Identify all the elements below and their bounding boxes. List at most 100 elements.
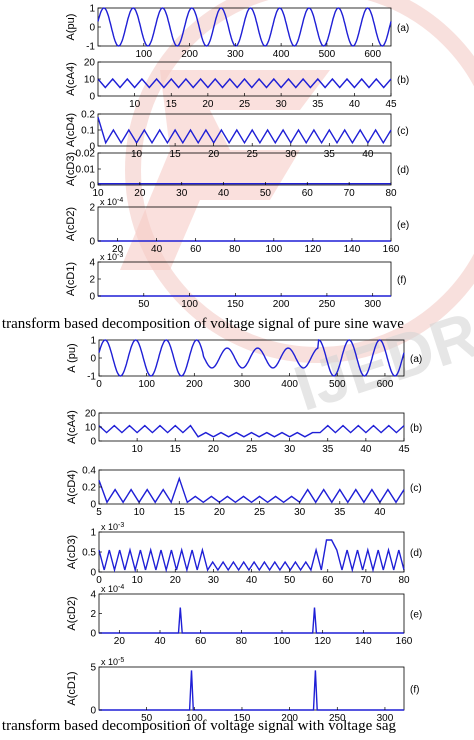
panel-tag: (f)	[410, 685, 419, 696]
x-tick-label: 50	[284, 575, 296, 586]
x-tick-label: 45	[398, 444, 410, 455]
x-tick-label: 80	[236, 636, 248, 647]
x-tick-label: 160	[383, 244, 400, 255]
x-tick-label: 20	[170, 575, 182, 586]
chart-panel: 20 40 60 80 100 120 140 160 0 2 4 x 10-4 A(cD2) (e)	[66, 584, 422, 647]
y-axis-label: A(cD1)	[65, 262, 77, 296]
chart-panel: 10 15 20 25 30 35 40 45 0 10 20 A(cA4) (b)	[65, 58, 409, 111]
x-tick-label: 70	[360, 575, 372, 586]
y-tick-label: 20	[84, 58, 96, 69]
axes-frame	[97, 7, 392, 47]
y-axis-label: A(cD2)	[65, 207, 77, 241]
x-tick-label: 30	[294, 507, 306, 518]
y-tick-label: 0	[89, 142, 95, 153]
y-tick-label: 0	[90, 706, 96, 717]
axes-frame	[98, 666, 405, 711]
y-axis-label: A(cD3)	[65, 152, 77, 186]
x-tick-label: 40	[349, 99, 361, 110]
y-exponent-label: x 10-4	[100, 197, 123, 207]
x-tick-label: 15	[170, 444, 182, 455]
watermark-mark	[120, 70, 330, 270]
panel-tag: (b)	[410, 423, 422, 434]
x-tick-label: 200	[281, 713, 298, 724]
y-tick-label: 20	[85, 409, 97, 420]
x-tick-label: 200	[186, 379, 203, 390]
x-tick-label: 300	[234, 379, 251, 390]
y-tick-label: 2	[90, 609, 96, 620]
x-tick-label: 5	[96, 507, 102, 518]
y-tick-label: 0	[89, 292, 95, 303]
chart-panel: 50 100 150 200 250 300 0 5 x 10-5 A(cD1) (f)	[66, 657, 419, 724]
x-tick-label: 300	[227, 49, 244, 60]
y-tick-label: 0.2	[81, 110, 95, 121]
x-tick-label: 140	[355, 636, 372, 647]
x-tick-label: 60	[195, 636, 207, 647]
series-line	[98, 339, 405, 377]
y-tick-label: 1	[89, 4, 95, 15]
y-exponent-power: -3	[118, 522, 124, 529]
panel-tag: (d)	[410, 548, 422, 559]
y-tick-label: 0.5	[82, 548, 96, 559]
series-line	[97, 7, 392, 47]
chart-panel: 20 40 60 80 100 120 140 160 0 2 x 10-4 A(cD2) (e)	[65, 197, 409, 255]
x-tick-label: 0	[96, 575, 102, 586]
panel-tag: (c)	[410, 483, 422, 494]
x-tick-label: 40	[154, 636, 166, 647]
x-tick-label: 250	[329, 713, 346, 724]
y-tick-label: 0.1	[81, 126, 95, 137]
x-tick-label: 30	[285, 149, 297, 160]
x-tick-label: 120	[305, 244, 322, 255]
x-tick-label: 25	[246, 444, 258, 455]
x-tick-label: 25	[254, 507, 266, 518]
y-tick-label: -1	[87, 372, 96, 383]
x-tick-label: 25	[247, 149, 259, 160]
x-tick-label: 200	[273, 299, 290, 310]
x-tick-label: 10	[134, 507, 146, 518]
chart-panel: 10 15 20 25 30 35 40 45 0 10 20 A(cA4) (b)	[66, 409, 422, 456]
axes-frame	[97, 206, 392, 242]
x-tick-label: 35	[324, 149, 336, 160]
y-exponent-label: x 10-4	[101, 584, 124, 594]
panel-tag: (f)	[397, 275, 406, 286]
caption-top: t transform based decomposition of volta…	[0, 316, 404, 332]
x-tick-label: 150	[234, 713, 251, 724]
series-line	[97, 77, 392, 89]
x-tick-label: 30	[276, 99, 288, 110]
chart-panel: 10 15 20 25 30 35 40 0 0.1 0.2 A(cD4) (c)	[65, 110, 409, 161]
axes-frame	[98, 339, 405, 377]
x-tick-label: 10	[92, 188, 104, 199]
chart-panel: 100 200 300 400 500 600 -1 0 1 A(pu) (a)	[65, 4, 409, 61]
x-tick-label: 20	[208, 149, 220, 160]
caption-bottom: t transform based decomposition of volta…	[0, 718, 396, 734]
chart-panel: 0 10 20 30 40 50 60 70 80 0 0.5 1 x 10-3 A(cD3) (d)	[66, 522, 422, 586]
y-tick-label: 0	[89, 237, 95, 248]
x-tick-label: 600	[377, 379, 394, 390]
x-tick-label: 35	[322, 444, 334, 455]
panel-tag: (a)	[397, 23, 409, 34]
x-tick-label: 80	[385, 188, 397, 199]
x-tick-label: 10	[132, 444, 144, 455]
x-tick-label: 60	[302, 188, 314, 199]
x-tick-label: 30	[208, 575, 220, 586]
x-tick-label: 50	[138, 299, 150, 310]
y-tick-label: 2	[89, 203, 95, 214]
x-tick-label: 100	[135, 49, 152, 60]
x-tick-label: 250	[319, 299, 336, 310]
x-tick-label: 20	[112, 244, 124, 255]
x-tick-label: 20	[134, 188, 146, 199]
x-tick-label: 50	[141, 713, 153, 724]
y-exponent-power: -4	[118, 584, 124, 591]
axes-frame	[97, 261, 392, 297]
y-exponent-label: x 10-5	[101, 657, 124, 667]
y-tick-label: 0.01	[76, 165, 96, 176]
x-tick-label: 40	[362, 149, 374, 160]
panel-tag: (b)	[397, 75, 409, 86]
y-axis-label: A(cD4)	[66, 470, 78, 504]
x-tick-label: 500	[329, 379, 346, 390]
x-tick-label: 40	[151, 244, 163, 255]
y-tick-label: 0	[90, 568, 96, 579]
y-tick-label: 0	[89, 92, 95, 103]
series-line	[98, 476, 405, 504]
x-tick-label: 60	[190, 244, 202, 255]
